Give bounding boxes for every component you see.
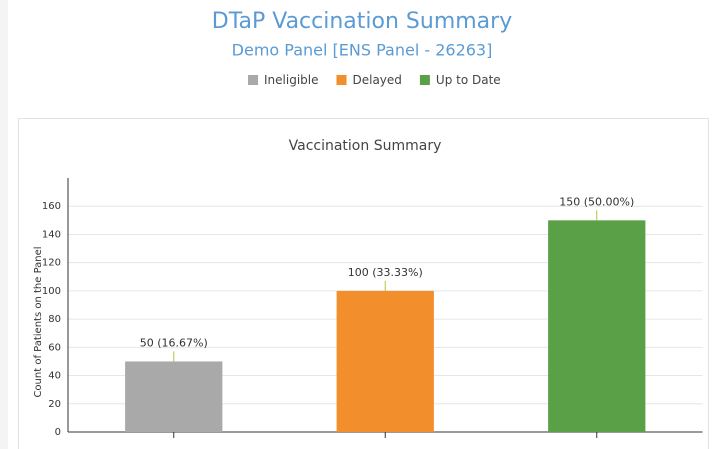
bar <box>125 361 223 432</box>
bar <box>336 290 434 432</box>
y-tick-label: 160 <box>42 201 61 212</box>
legend: Ineligible Delayed Up to Date <box>248 73 501 87</box>
y-tick-label: 40 <box>48 371 61 382</box>
y-tick-label: 20 <box>48 399 61 410</box>
legend-swatch <box>419 75 430 85</box>
page-title: DTaP Vaccination Summary <box>212 9 512 34</box>
y-tick-label: 120 <box>42 258 61 269</box>
left-edge <box>0 0 8 449</box>
data-label: 150 (50.00%) <box>559 195 634 208</box>
legend-label: Ineligible <box>264 73 318 87</box>
legend-label: Delayed <box>352 73 401 87</box>
y-tick-label: 100 <box>42 286 61 297</box>
legend-swatch <box>336 75 347 85</box>
legend-label: Up to Date <box>436 73 501 87</box>
y-tick-label: 60 <box>48 342 61 353</box>
data-label: 100 (33.33%) <box>348 266 423 279</box>
data-label: 50 (16.67%) <box>140 336 208 349</box>
legend-swatch <box>248 75 258 85</box>
chart-title: Vaccination Summary <box>289 138 442 154</box>
y-tick-label: 80 <box>48 314 61 325</box>
y-tick-label: 140 <box>42 229 61 240</box>
bar <box>548 220 646 432</box>
y-axis-label: Count of Patients on the Panel <box>33 246 44 397</box>
y-tick-label: 0 <box>55 427 61 438</box>
page-subtitle: Demo Panel [ENS Panel - 26263] <box>232 41 493 60</box>
